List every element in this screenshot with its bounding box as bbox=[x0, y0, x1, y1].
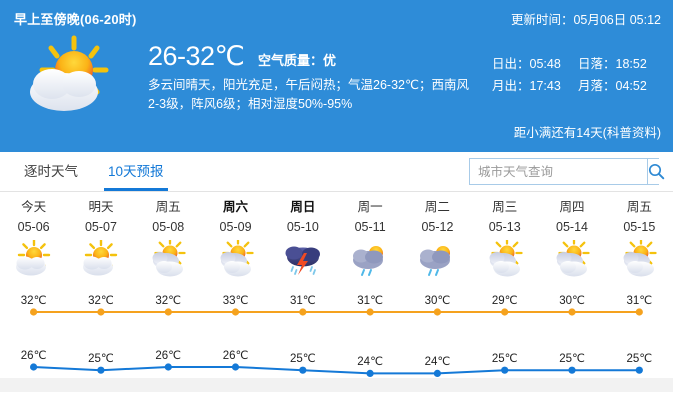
day-name: 周五 bbox=[626, 200, 652, 214]
sun-behind-rain-cloud-icon bbox=[404, 238, 471, 282]
sun-behind-clouds-icon bbox=[135, 238, 202, 282]
forecast-day-column[interactable]: 周二 05-12 bbox=[404, 192, 471, 282]
sun-moon-times: 日出：05:48 日落：18:52 月出：17:43 月落：04:52 bbox=[492, 53, 667, 97]
low-temp-label: 25℃ bbox=[289, 353, 316, 366]
tab-10day-forecast[interactable]: 10天预报 bbox=[104, 152, 168, 191]
forecast-day-column[interactable]: 周五 05-15 bbox=[606, 192, 673, 282]
day-date: 05-13 bbox=[488, 220, 521, 234]
high-temp-label: 29℃ bbox=[491, 295, 518, 307]
weather-header: 早上至傍晚(06-20时) 更新时间：05月06日 05:12 bbox=[0, 0, 673, 152]
city-search-box[interactable] bbox=[469, 158, 665, 185]
low-temp-label: 25℃ bbox=[88, 353, 114, 366]
low-temp-label: 26℃ bbox=[20, 350, 47, 362]
forecast-day-column[interactable]: 周一 05-11 bbox=[336, 192, 403, 282]
air-quality: 空气质量：优 bbox=[258, 53, 337, 68]
search-icon bbox=[648, 163, 665, 180]
solar-term-link[interactable]: 距小满还有14天(科普资料) bbox=[513, 126, 661, 140]
current-temperature: 26-32℃ bbox=[148, 41, 245, 71]
search-input[interactable] bbox=[470, 159, 647, 184]
forecast-day-column[interactable]: 周日 05-10 bbox=[269, 192, 336, 282]
day-name: 周三 bbox=[492, 200, 518, 214]
day-date: 05-11 bbox=[354, 220, 386, 234]
low-temp-label: 25℃ bbox=[559, 353, 585, 366]
high-temp-label: 32℃ bbox=[155, 295, 182, 307]
forecast-day-column[interactable]: 明天 05-07 bbox=[67, 192, 134, 282]
moonset-time: 月落：04:52 bbox=[578, 79, 647, 93]
low-temp-label: 25℃ bbox=[626, 353, 653, 366]
sun-behind-cloud-icon bbox=[0, 238, 67, 282]
day-date: 05-10 bbox=[286, 220, 319, 234]
day-name: 周一 bbox=[357, 200, 383, 214]
day-name: 周六 bbox=[223, 200, 249, 214]
weather-description: 多云间晴天，阳光充足，午后闷热；气温26-32℃；西南风2-3级，阵风6级；相对… bbox=[148, 78, 470, 111]
day-name: 明天 bbox=[88, 200, 114, 214]
tab-hourly-weather[interactable]: 逐时天气 bbox=[24, 164, 78, 179]
forecast-day-column[interactable]: 今天 05-06 bbox=[0, 192, 67, 282]
sun-behind-cloud-icon bbox=[24, 34, 116, 114]
day-name: 今天 bbox=[21, 200, 47, 214]
forecast-section: 今天 05-06 明天 05-07 bbox=[0, 192, 673, 392]
low-temp-label: 24℃ bbox=[357, 356, 383, 369]
high-temp-label: 31℃ bbox=[357, 295, 383, 307]
search-button[interactable] bbox=[647, 159, 665, 184]
day-date: 05-06 bbox=[17, 220, 50, 234]
period-title: 早上至傍晚(06-20时) bbox=[14, 12, 137, 27]
day-date: 05-08 bbox=[152, 220, 185, 234]
day-name: 周五 bbox=[155, 200, 181, 214]
moonrise-time: 月出：17:43 bbox=[492, 79, 561, 93]
low-temp-label: 26℃ bbox=[222, 350, 249, 362]
high-temp-label: 30℃ bbox=[559, 295, 585, 307]
forecast-day-column[interactable]: 周六 05-09 bbox=[202, 192, 269, 282]
forecast-day-list: 今天 05-06 明天 05-07 bbox=[0, 192, 673, 282]
sunset-time: 日落：18:52 bbox=[578, 57, 647, 71]
day-name: 周日 bbox=[290, 200, 316, 214]
day-name: 周四 bbox=[559, 200, 585, 214]
low-temp-label: 26℃ bbox=[155, 350, 182, 362]
high-temp-label: 30℃ bbox=[424, 295, 451, 307]
high-temp-label: 32℃ bbox=[20, 295, 47, 307]
high-temp-label: 31℃ bbox=[626, 295, 653, 307]
forecast-day-column[interactable]: 周三 05-13 bbox=[471, 192, 538, 282]
sun-behind-clouds-icon bbox=[471, 238, 538, 282]
sunrise-time: 日出：05:48 bbox=[492, 57, 561, 71]
sun-behind-clouds-icon bbox=[538, 238, 605, 282]
low-temp-label: 24℃ bbox=[424, 356, 451, 369]
day-date: 05-09 bbox=[219, 220, 252, 234]
low-temp-label: 25℃ bbox=[491, 353, 518, 366]
forecast-day-column[interactable]: 周五 05-08 bbox=[135, 192, 202, 282]
sun-behind-rain-cloud-icon bbox=[336, 238, 403, 282]
sun-behind-clouds-icon bbox=[202, 238, 269, 282]
tab-bar: 逐时天气 10天预报 bbox=[0, 152, 673, 192]
day-date: 05-07 bbox=[84, 220, 117, 234]
day-date: 05-15 bbox=[623, 220, 656, 234]
day-date: 05-14 bbox=[556, 220, 589, 234]
day-date: 05-12 bbox=[421, 220, 454, 234]
high-temp-label: 31℃ bbox=[289, 295, 316, 307]
day-name: 周二 bbox=[424, 200, 450, 214]
thunderstorm-icon bbox=[269, 238, 336, 282]
high-temp-label: 33℃ bbox=[222, 295, 249, 307]
tab-list: 逐时天气 10天预报 bbox=[20, 152, 190, 191]
update-time: 更新时间：05月06日 05:12 bbox=[510, 13, 661, 27]
forecast-day-column[interactable]: 周四 05-14 bbox=[538, 192, 605, 282]
sun-behind-cloud-icon bbox=[67, 238, 134, 282]
sun-behind-clouds-icon bbox=[606, 238, 673, 282]
high-temp-label: 32℃ bbox=[88, 295, 114, 307]
footer-strip bbox=[0, 378, 673, 392]
